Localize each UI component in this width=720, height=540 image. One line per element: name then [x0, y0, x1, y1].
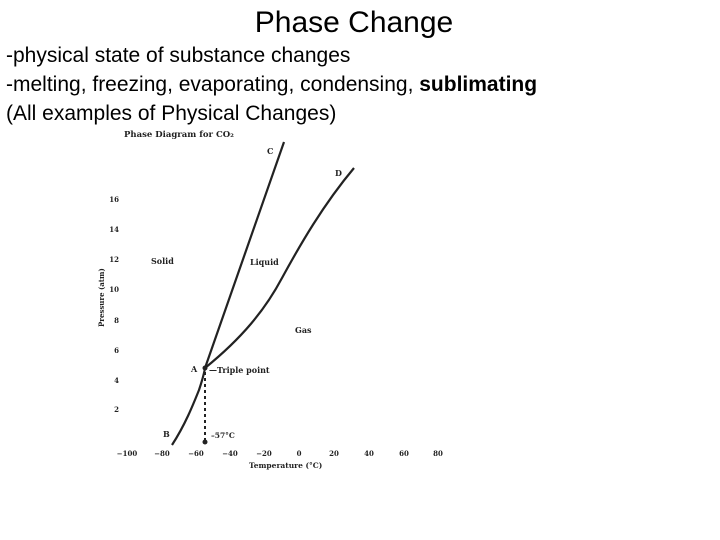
curve-label-c: C	[267, 146, 273, 156]
y-axis-ticks: 2 4 6 8 10 12 14 16	[109, 195, 119, 414]
triple-point-marker	[202, 365, 208, 371]
fusion-curve	[203, 141, 286, 369]
y-tick-label: 8	[114, 316, 119, 325]
bullet-list: -physical state of substance changes -me…	[6, 41, 537, 128]
bullet-3: (All examples of Physical Changes)	[6, 102, 337, 125]
x-tick-label: 20	[329, 449, 339, 458]
y-tick-label: 14	[109, 225, 119, 234]
curve-label-b: B	[163, 429, 170, 439]
x-tick-label: −20	[256, 449, 272, 458]
sublimation-curve	[171, 367, 207, 446]
bullet-2: -melting, freezing, evaporating, condens…	[6, 70, 537, 99]
x-tick-label: 40	[364, 449, 374, 458]
region-solid: Solid	[151, 256, 174, 266]
diagram-title: Phase Diagram for CO₂	[124, 130, 234, 140]
bullet-2-text: -melting, freezing, evaporating, condens…	[6, 73, 420, 96]
y-tick-label: 4	[114, 376, 119, 385]
x-tick-label: 80	[433, 449, 443, 458]
x-tick-label: −60	[188, 449, 204, 458]
curve-label-d: D	[335, 168, 342, 178]
x-tick-label: −80	[154, 449, 170, 458]
x-tick-label: 0	[297, 449, 302, 458]
triple-point-label: —Triple point	[209, 365, 270, 375]
y-tick-label: 16	[109, 195, 119, 204]
temp-axis-marker	[202, 439, 208, 445]
x-tick-label: 60	[399, 449, 409, 458]
y-tick-label: 2	[114, 405, 119, 414]
y-tick-label: 12	[109, 255, 119, 264]
x-axis-label: Temperature (°C)	[249, 461, 322, 470]
region-liquid: Liquid	[250, 257, 279, 267]
slide-title: Phase Change	[254, 6, 454, 39]
x-tick-label: −40	[222, 449, 238, 458]
y-tick-label: 6	[114, 346, 119, 355]
bullet-1: -physical state of substance changes	[6, 44, 351, 67]
y-axis-label: Pressure (atm)	[97, 268, 106, 327]
temp-marker-label: –57°C	[211, 431, 235, 440]
region-gas: Gas	[295, 325, 312, 335]
y-tick-label: 10	[109, 285, 119, 294]
curve-label-a: A	[190, 364, 198, 374]
vaporization-curve	[204, 167, 355, 369]
bullet-2-bold-term: sublimating	[419, 73, 538, 96]
x-axis-ticks: −100 −80 −60 −40 −20 0 20 40 60 80	[117, 449, 443, 458]
x-tick-label: −100	[117, 449, 138, 458]
